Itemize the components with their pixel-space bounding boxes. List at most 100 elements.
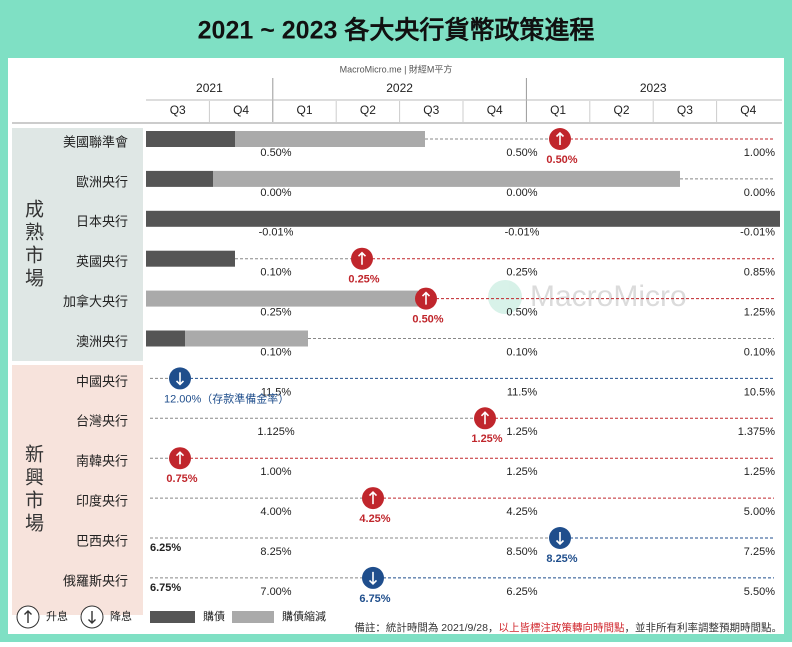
bank-name: 巴西央行 (76, 533, 128, 548)
taper-bar (185, 330, 308, 347)
rate-label: 4.00% (260, 506, 291, 518)
rate-label: -0.01% (740, 227, 775, 239)
rate-label: -0.01% (259, 227, 294, 239)
start-rate: 6.25% (150, 542, 181, 554)
bank-name: 日本央行 (76, 214, 128, 229)
arrow (357, 251, 367, 265)
legend-swatch (232, 611, 274, 623)
bank-name: 南韓央行 (76, 454, 128, 469)
group-box (12, 128, 143, 361)
rate-label: 0.10% (260, 267, 291, 279)
rate-label: 1.25% (506, 466, 537, 478)
rate-label: 0.50% (506, 307, 537, 319)
bank-name: 英國央行 (76, 254, 128, 269)
arrow (555, 131, 565, 145)
arrow (555, 532, 565, 546)
rate-label: 0.85% (744, 267, 775, 279)
rate-label: 0.10% (260, 346, 291, 358)
qe-bar (146, 330, 185, 347)
rate-label: 1.25% (506, 426, 537, 438)
rate-label: 0.25% (260, 307, 291, 319)
taper-bar (146, 290, 418, 307)
legend-swatch (150, 611, 195, 623)
event-label: 4.25% (359, 513, 390, 525)
rate-label: 8.50% (506, 546, 537, 558)
event-label: 12.00%（存款準備金率） (164, 391, 289, 405)
bank-name: 中國央行 (76, 374, 128, 389)
watermark-logo (488, 280, 522, 314)
rate-label: 11.5% (507, 386, 538, 398)
bank-name: 美國聯準會 (63, 134, 128, 149)
rate-label: 0.50% (260, 147, 291, 159)
rate-label: 5.50% (744, 586, 775, 598)
arrow (88, 611, 96, 624)
event-label: 0.25% (348, 274, 379, 286)
content: 2021 2022 2023 Q3 Q4 Q1 Q2 Q3 Q4 Q1 Q2 Q3 Q4 美國聯準會 0.5… (12, 78, 782, 629)
group-box (12, 365, 143, 615)
rate-label: 0.50% (506, 147, 537, 159)
bank-name: 印度央行 (76, 494, 128, 509)
rate-label: 1.00% (260, 466, 291, 478)
rate-label: 5.00% (744, 506, 775, 518)
quarter-label: Q3 (170, 103, 186, 117)
rate-label: 0.10% (506, 346, 537, 358)
qe-bar (146, 210, 780, 227)
taper-bar (213, 170, 680, 187)
bank-name: 俄羅斯央行 (63, 573, 128, 588)
legend-label: 升息 (46, 609, 68, 623)
quarter-label: Q4 (740, 103, 756, 117)
start-rate: 6.75% (150, 582, 181, 594)
rate-label: 1.375% (738, 426, 776, 438)
rate-label: 7.00% (260, 586, 291, 598)
bank-name: 澳洲央行 (76, 334, 128, 349)
group-label: 新興市場 (22, 444, 44, 536)
rate-label: 1.25% (744, 307, 775, 319)
arrow (175, 372, 185, 386)
rate-label: 10.5% (744, 386, 775, 398)
source: MacroMicro.me | 財經M平方 (340, 63, 453, 74)
event-label: 0.75% (166, 473, 197, 485)
quarter-label: Q4 (487, 103, 503, 117)
rate-label: 1.25% (744, 466, 775, 478)
bank-name: 加拿大央行 (63, 294, 128, 309)
legend-label: 購債 (203, 609, 225, 623)
rate-label: -0.01% (505, 227, 540, 239)
event-label: 0.50% (546, 154, 577, 166)
arrow (175, 451, 185, 465)
rate-label: 11.5% (261, 386, 292, 398)
watermark: MacroMicro (488, 280, 687, 314)
legend: 升息 降息 購債 購債縮減 (16, 605, 326, 629)
event-label: 8.25% (546, 553, 577, 565)
event-label: 0.50% (412, 314, 443, 326)
quarter-label: Q1 (550, 103, 566, 117)
arrow (368, 490, 378, 505)
watermark-text: MacroMicro (530, 280, 687, 313)
quarter-label: Q3 (677, 103, 693, 117)
arrow (421, 291, 431, 305)
event-label: 1.25% (471, 433, 502, 445)
arrow (368, 571, 378, 586)
rate-label: 1.125% (257, 426, 295, 438)
arrow (24, 610, 32, 623)
bank-name: 台灣央行 (76, 414, 128, 429)
rate-label: 0.10% (744, 346, 775, 358)
quarter-label: Q1 (296, 103, 312, 117)
group-label: 成熟市場 (22, 199, 44, 291)
event-label: 6.75% (359, 593, 390, 605)
rate-label: 1.00% (744, 147, 775, 159)
title: 2021 ~ 2023 各大央行貨幣政策進程 (198, 16, 595, 45)
quarter-label: Q2 (360, 103, 376, 117)
taper-bar (235, 131, 425, 147)
rate-label: 0.00% (744, 187, 775, 199)
year-label: 2023 (640, 81, 667, 95)
quarter-label: Q4 (233, 103, 249, 117)
legend-label: 降息 (110, 609, 132, 623)
legend-label: 購債縮減 (282, 609, 326, 623)
rate-label: 4.25% (506, 506, 537, 518)
note-part: 以上皆標注政策轉向時間點 (499, 621, 625, 634)
note: 備註：統計時間為 2021/9/28，以上皆標注政策轉向時間點，並非所有利率調整… (354, 621, 782, 634)
rate-label: 0.00% (260, 187, 291, 199)
qe-bar (146, 250, 235, 267)
